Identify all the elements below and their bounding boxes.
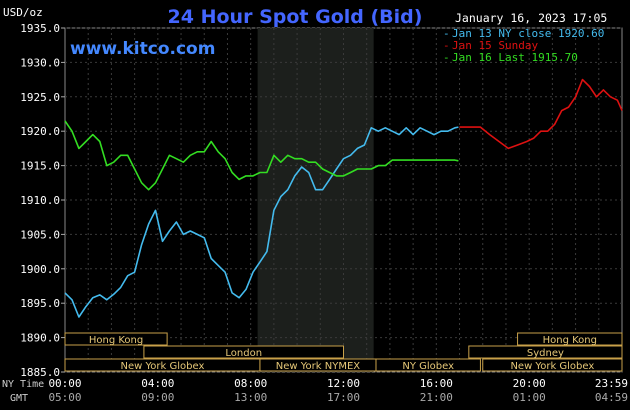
y-tick-label: 1890.0 (20, 332, 60, 345)
y-tick-label: 1885.0 (20, 366, 60, 379)
y-tick-label: 1895.0 (20, 297, 60, 310)
x-tick-label-ny: 04:00 (141, 377, 174, 390)
y-tick-label: 1900.0 (20, 263, 60, 276)
x-axis-label-gmt: GMT (10, 393, 28, 404)
x-tick-label-ny: 12:00 (327, 377, 360, 390)
session-label: Hong Kong (543, 335, 597, 346)
chart-timestamp: January 16, 2023 17:05 (455, 11, 607, 25)
units-label: USD/oz (3, 6, 43, 19)
series-lines (64, 78, 623, 318)
session-box (468, 345, 623, 359)
series-line (459, 78, 623, 150)
x-tick-label-ny: 16:00 (420, 377, 453, 390)
y-tick-label: 1910.0 (20, 194, 60, 207)
x-axis-label-ny: NY Time (2, 379, 44, 390)
legend-marker: - (443, 39, 450, 52)
y-tick-label: 1915.0 (20, 160, 60, 173)
x-tick-label-gmt: 01:00 (513, 391, 546, 404)
x-tick-label-gmt: 21:00 (420, 391, 453, 404)
session-label: New York Globex (510, 361, 594, 372)
series-line (64, 126, 459, 318)
x-tick-label-gmt: 09:00 (141, 391, 174, 404)
x-tick-label-ny: 08:00 (234, 377, 267, 390)
y-tick-label: 1935.0 (20, 22, 60, 35)
legend-marker: - (443, 51, 450, 64)
grid-lines (65, 27, 622, 373)
y-tick-label: 1925.0 (20, 91, 60, 104)
x-tick-label-gmt: 05:00 (48, 391, 81, 404)
y-tick-label: 1930.0 (20, 56, 60, 69)
session-label: New York Globex (121, 361, 205, 372)
session-box (482, 358, 623, 372)
session-box (143, 345, 344, 359)
session-label: NY Globex (402, 361, 454, 372)
session-box (517, 332, 623, 346)
x-tick-label-gmt: 04:59 (595, 391, 628, 404)
session-label: New York NYMEX (276, 361, 361, 372)
y-tick-label: 1920.0 (20, 125, 60, 138)
session-box (375, 358, 481, 372)
x-tick-label-ny: 23:59 (595, 377, 628, 390)
series-line (64, 120, 459, 191)
x-tick-label-ny: 20:00 (513, 377, 546, 390)
y-axis: 1935.0 1930.0 1925.0 1920.0 1915.0 1910.0 1905… (20, 22, 65, 379)
legend-entry: Jan 16 Last 1915.70 (452, 51, 578, 64)
session-box (64, 332, 168, 346)
x-tick-label-gmt: 17:00 (327, 391, 360, 404)
session-label: London (225, 348, 262, 359)
chart-title: 24 Hour Spot Gold (Bid) (168, 6, 423, 28)
y-tick-label: 1905.0 (20, 228, 60, 241)
legend-marker: - (443, 27, 450, 40)
x-tick-label-gmt: 13:00 (234, 391, 267, 404)
legend: - Jan 13 NY close 1920.60- Jan 15 Sunday- J… (443, 27, 604, 64)
legend-entry: Jan 13 NY close 1920.60 (452, 27, 604, 40)
website-label: www.kitco.com (70, 39, 215, 59)
x-tick-label-ny: 00:00 (48, 377, 81, 390)
session-label: Hong Kong (89, 335, 143, 346)
session-label: Sydney (527, 348, 564, 359)
legend-entry: Jan 15 Sunday (452, 39, 538, 52)
market-sessions: Hong Kong London New York Globex New York N… (64, 332, 623, 372)
